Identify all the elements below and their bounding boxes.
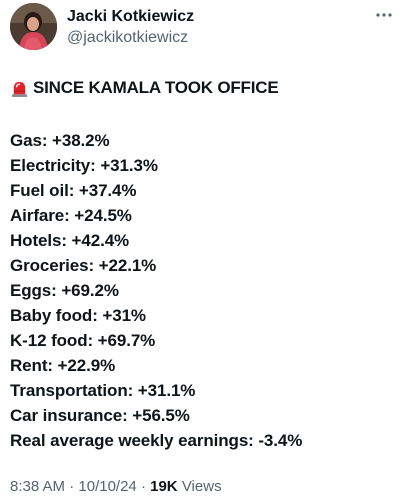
stat-gas: Gas: +38.2% (10, 131, 110, 150)
post-headline: SINCE KAMALA TOOK OFFICE (10, 78, 279, 98)
meta-separator: · (140, 478, 146, 495)
post-header: Jacki Kotkiewicz @jackikotkiewicz (10, 3, 401, 51)
post-date[interactable]: 10/10/24 (78, 478, 137, 495)
avatar[interactable] (10, 3, 57, 50)
stat-k12-food: K-12 food: +69.7% (10, 331, 156, 350)
stats-list: Gas: +38.2% Electricity: +31.3% Fuel oil… (10, 128, 302, 453)
stat-real-earnings: Real average weekly earnings: -3.4% (10, 431, 303, 450)
stat-car-insurance: Car insurance: +56.5% (10, 406, 190, 425)
avatar-image (10, 3, 57, 50)
stat-airfare: Airfare: +24.5% (10, 206, 132, 225)
post-meta: 8:38 AM · 10/10/24 · 19K Views (10, 478, 222, 495)
stat-electricity: Electricity: +31.3% (10, 156, 158, 175)
views-count[interactable]: 19K (150, 478, 178, 495)
stat-baby-food: Baby food: +31% (10, 306, 146, 325)
stat-hotels: Hotels: +42.4% (10, 231, 130, 250)
stat-rent: Rent: +22.9% (10, 356, 116, 375)
stat-fuel-oil: Fuel oil: +37.4% (10, 181, 137, 200)
stat-transportation: Transportation: +31.1% (10, 381, 196, 400)
stat-eggs: Eggs: +69.2% (10, 281, 119, 300)
more-options-icon[interactable] (373, 7, 395, 23)
meta-separator: · (69, 478, 75, 495)
stat-groceries: Groceries: +22.1% (10, 256, 157, 275)
views-label: Views (181, 478, 222, 495)
author-handle[interactable]: @jackikotkiewicz (67, 29, 189, 46)
post-time[interactable]: 8:38 AM (10, 478, 66, 495)
author-name[interactable]: Jacki Kotkiewicz (67, 8, 195, 25)
headline-text: SINCE KAMALA TOOK OFFICE (33, 78, 279, 97)
police-siren-icon (11, 81, 28, 97)
